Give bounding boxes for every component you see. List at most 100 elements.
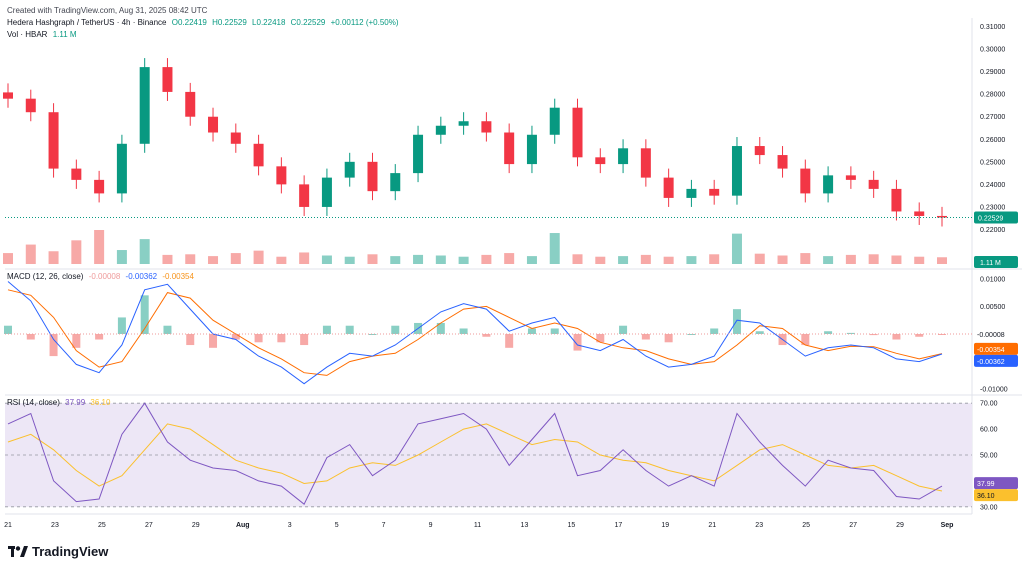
volume-bar: [686, 256, 697, 264]
volume-bar: [891, 255, 902, 264]
candle-body: [185, 91, 196, 117]
candle-body: [504, 132, 515, 165]
macd-histogram-bar: [596, 334, 605, 343]
candle-body: [139, 67, 150, 144]
rsi-label: RSI (14, close): [7, 398, 60, 407]
close-value: C0.22529: [290, 18, 326, 27]
candle-body: [390, 173, 401, 192]
price-badge: [974, 211, 1018, 224]
macd-histogram-bar: [49, 334, 58, 357]
macd-histogram-bar: [277, 334, 286, 343]
volume-value: 1.11 M: [52, 30, 77, 39]
macd-histogram-bar: [186, 334, 195, 346]
volume-bar: [390, 256, 401, 264]
macd-histogram-bar: [641, 334, 650, 340]
macd-histogram-bar: [710, 328, 719, 334]
macd-tick-label: -0.01000: [980, 387, 1008, 394]
candle-body: [94, 179, 105, 194]
time-tick-label: 25: [802, 522, 810, 529]
volume-bar: [481, 254, 492, 264]
rsi-line: [7, 402, 943, 505]
volume-bar: [526, 256, 537, 264]
volume-bar: [367, 254, 378, 264]
macd-histogram-bar: [619, 325, 628, 334]
candle-body: [230, 132, 241, 144]
volume-bar: [618, 256, 629, 264]
price-tick-label: 0.30000: [980, 47, 1005, 54]
macd-histogram-bar: [573, 334, 582, 351]
candle-body: [435, 125, 446, 135]
macd-histogram-bar: [732, 309, 741, 334]
macd-hist-value: -0.00008: [88, 272, 121, 281]
volume-bar: [3, 253, 13, 264]
volume-bar: [800, 253, 811, 264]
volume-badge: [974, 256, 1018, 268]
macd-histogram-bar: [664, 334, 673, 343]
time-tick-label: 5: [335, 522, 339, 529]
rsi-ma-badge: [974, 489, 1018, 502]
candle-body: [891, 188, 902, 212]
time-tick-label: Aug: [236, 522, 250, 529]
time-tick-label: 13: [521, 522, 529, 529]
price-tick-label: 0.22000: [980, 227, 1005, 234]
volume-bar: [413, 254, 424, 264]
macd-hist-badge: [974, 328, 1018, 340]
tradingview-logo-icon: [8, 545, 28, 557]
volume-bar: [344, 256, 355, 264]
volume-bar: [230, 253, 241, 264]
candle-body: [71, 168, 82, 180]
macd-histogram-bar: [915, 334, 924, 337]
macd-histogram-bar: [72, 334, 81, 348]
candle-body: [321, 177, 332, 207]
macd-histogram-bar: [824, 331, 833, 334]
price-tick-label: 0.23000: [980, 204, 1005, 211]
macd-histogram-bar: [482, 334, 491, 337]
volume-bar: [253, 250, 264, 264]
macd-histogram-bar: [892, 334, 901, 340]
macd-histogram-bar: [140, 295, 149, 334]
macd-line-badge-label: -0.00362: [977, 359, 1005, 366]
candle-body: [413, 134, 424, 174]
macd-signal-badge-label: -0.00354: [977, 347, 1005, 354]
time-tick-label: 17: [614, 522, 622, 529]
volume-label: Vol · HBAR: [7, 30, 48, 39]
rsi-ma-value: 36.10: [90, 398, 111, 407]
time-tick-label: Sep: [941, 522, 954, 529]
macd-tick-label: 0.01000: [980, 276, 1005, 283]
candle-body: [686, 188, 697, 198]
rsi-ma-line: [7, 423, 943, 492]
rsi-value: 37.99: [65, 398, 86, 407]
macd-hist-badge-label: -0.00008: [977, 332, 1005, 339]
price-tick-label: 0.31000: [980, 24, 1005, 31]
volume-bar: [868, 254, 879, 264]
time-tick-label: 27: [145, 522, 153, 529]
candle-body: [367, 161, 378, 192]
time-tick-label: 29: [192, 522, 200, 529]
macd-histogram-bar: [436, 322, 445, 334]
macd-legend: MACD (12, 26, close) -0.00008 -0.00362 -…: [7, 272, 197, 282]
price-tick-label: 0.27000: [980, 114, 1005, 121]
volume-bar: [914, 256, 925, 264]
time-tick-label: 29: [896, 522, 904, 529]
time-tick-label: 19: [661, 522, 669, 529]
macd-histogram-bar: [869, 334, 878, 336]
volume-bar: [640, 254, 651, 264]
macd-histogram-bar: [368, 334, 377, 335]
macd-histogram-bar: [300, 334, 309, 346]
macd-histogram-bar: [505, 334, 514, 348]
macd-tick-label: 0.00500: [980, 304, 1005, 311]
high-value: H0.22529: [212, 18, 247, 27]
candle-body: [162, 67, 173, 92]
volume-bar: [321, 255, 332, 264]
price-tick-label: 0.24000: [980, 182, 1005, 189]
price-badge-label: 0.22529: [978, 216, 1003, 223]
candle-body: [276, 166, 287, 185]
macd-value: -0.00362: [125, 272, 158, 281]
rsi-tick-label: 50.00: [980, 453, 998, 460]
macd-histogram-bar: [231, 334, 240, 340]
time-tick-label: 7: [382, 522, 386, 529]
macd-histogram-bar: [550, 328, 559, 334]
macd-signal-value: -0.00354: [162, 272, 194, 281]
